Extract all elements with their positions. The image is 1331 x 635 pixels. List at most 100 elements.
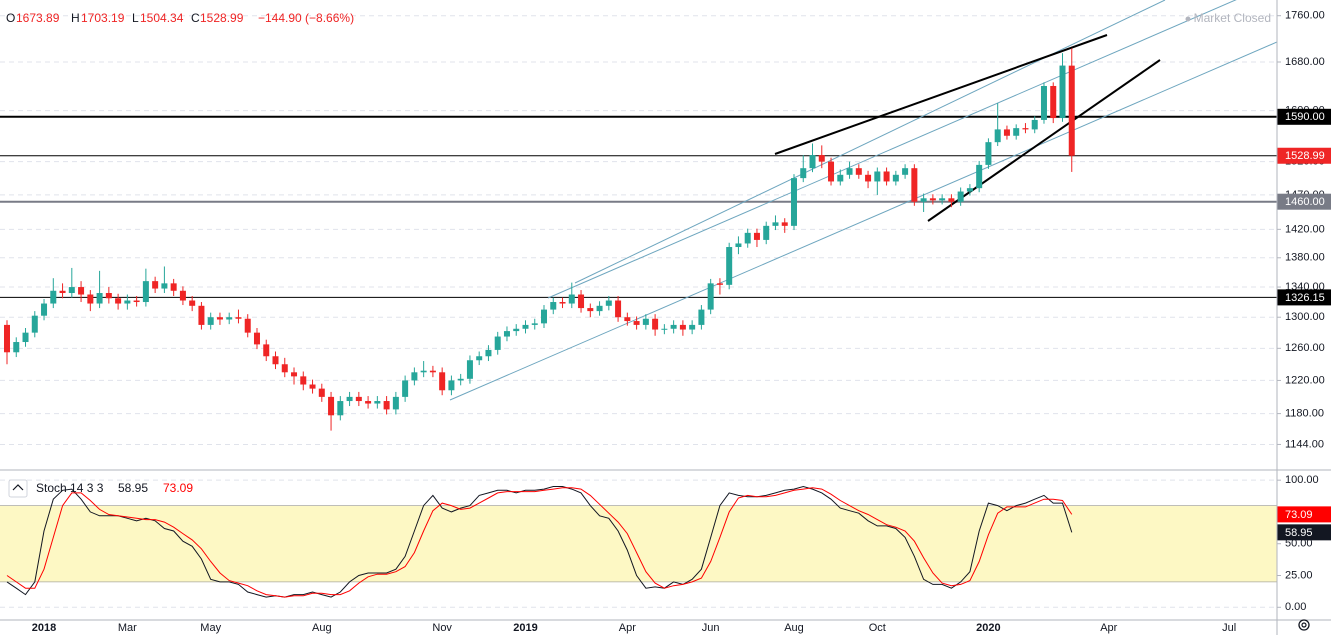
drawings bbox=[449, 0, 1277, 401]
candle-body bbox=[355, 396, 362, 402]
candle-body bbox=[420, 370, 427, 373]
candle-body bbox=[170, 283, 177, 291]
candle-body bbox=[707, 283, 714, 310]
candle-body bbox=[318, 388, 325, 397]
price-label: 73.09 bbox=[1285, 509, 1313, 521]
channel-line bbox=[547, 0, 1237, 299]
candle-body bbox=[476, 356, 483, 361]
y-tick-label: 0.00 bbox=[1285, 601, 1306, 613]
price-label-box bbox=[1277, 108, 1331, 125]
x-tick-label: May bbox=[200, 622, 221, 634]
indicator-title: Stoch 14 3 3 bbox=[36, 481, 104, 495]
x-tick-label: Apr bbox=[619, 622, 636, 634]
legend-value: 1504.34 bbox=[140, 11, 184, 25]
candle-body bbox=[179, 290, 186, 301]
legend-value: 1703.19 bbox=[81, 11, 125, 25]
candle-body bbox=[402, 380, 409, 397]
candle-body bbox=[948, 198, 955, 202]
price-label: 1326.15 bbox=[1285, 292, 1325, 304]
candle-body bbox=[22, 332, 29, 343]
x-tick-label: Oct bbox=[869, 622, 886, 634]
candle-body bbox=[652, 318, 659, 330]
y-tick-label: 1220.00 bbox=[1285, 374, 1325, 386]
band-layer bbox=[0, 505, 1277, 583]
candle-body bbox=[115, 298, 122, 304]
y-tick-label: 1680.00 bbox=[1285, 56, 1325, 68]
candle-body bbox=[568, 294, 575, 304]
candle-body bbox=[1031, 119, 1038, 130]
collapse-button[interactable] bbox=[8, 479, 28, 498]
x-tick-label: 2018 bbox=[32, 622, 56, 634]
candle-body bbox=[892, 174, 899, 182]
stoch-line bbox=[6, 485, 1073, 598]
legend-key: O bbox=[6, 11, 15, 25]
candle-body bbox=[1059, 65, 1066, 119]
candle-body bbox=[216, 317, 223, 320]
marks-layer bbox=[4, 48, 1075, 598]
indicator-value: 58.95 bbox=[118, 481, 148, 495]
candle-body bbox=[929, 198, 936, 201]
candle-body bbox=[846, 168, 853, 175]
candle-body bbox=[1022, 128, 1029, 130]
candle-body bbox=[1013, 128, 1020, 136]
candle-body bbox=[1068, 65, 1075, 156]
legend-change: −144.90 (−8.66%) bbox=[258, 11, 354, 25]
candle-body bbox=[226, 317, 233, 320]
candle-body bbox=[966, 188, 973, 192]
candle-body bbox=[392, 396, 399, 410]
candle-body bbox=[689, 324, 696, 330]
market-status: Market Closed bbox=[1194, 11, 1271, 25]
candle-body bbox=[633, 321, 640, 325]
candle-body bbox=[485, 349, 492, 357]
candle-body bbox=[207, 317, 214, 325]
legend-key: H bbox=[71, 11, 80, 25]
candle-body bbox=[790, 178, 797, 226]
chevron-icon bbox=[12, 484, 24, 491]
candle-body bbox=[124, 300, 131, 304]
candle-body bbox=[263, 344, 270, 357]
candle-body bbox=[957, 191, 964, 202]
candle-body bbox=[105, 293, 112, 299]
x-tick-label: Apr bbox=[1100, 622, 1117, 634]
candle-body bbox=[809, 155, 816, 169]
y-tick-label: 1760.00 bbox=[1285, 10, 1325, 22]
candle-body bbox=[587, 308, 594, 312]
y-tick-label: 1420.00 bbox=[1285, 223, 1325, 235]
candle-body bbox=[605, 300, 612, 306]
candle-body bbox=[503, 331, 510, 337]
candle-body bbox=[439, 372, 446, 391]
settings-icon[interactable] bbox=[1298, 619, 1310, 631]
y-tick-label: 50.00 bbox=[1285, 538, 1313, 550]
price-label: 1460.00 bbox=[1285, 196, 1325, 208]
candle-body bbox=[291, 372, 298, 377]
candle-body bbox=[429, 370, 436, 373]
channel-line bbox=[574, 0, 1166, 284]
candle-body bbox=[596, 305, 603, 312]
candle-body bbox=[235, 317, 242, 319]
candle-body bbox=[41, 303, 48, 316]
candle-body bbox=[541, 309, 548, 324]
candle-body bbox=[698, 309, 705, 325]
price-label-box bbox=[1277, 193, 1331, 210]
candle-body bbox=[466, 360, 473, 379]
candle-body bbox=[328, 396, 335, 416]
candle-body bbox=[142, 281, 149, 303]
candle-body bbox=[578, 294, 585, 309]
x-tick-label: Aug bbox=[312, 622, 332, 634]
candle-body bbox=[661, 328, 668, 330]
price-label-box bbox=[1277, 289, 1331, 306]
candle-body bbox=[670, 324, 677, 329]
candle-body bbox=[309, 384, 316, 389]
candle-body bbox=[365, 401, 372, 404]
x-tick-label: 2020 bbox=[976, 622, 1000, 634]
candle-body bbox=[96, 293, 103, 304]
candle-body bbox=[902, 168, 909, 175]
candle-body bbox=[531, 323, 538, 325]
gear-ring bbox=[1298, 619, 1310, 631]
candle-body bbox=[818, 155, 825, 162]
trend-line bbox=[927, 59, 1161, 222]
candle-body bbox=[383, 401, 390, 410]
candle-body bbox=[883, 171, 890, 182]
candle-body bbox=[624, 317, 631, 322]
